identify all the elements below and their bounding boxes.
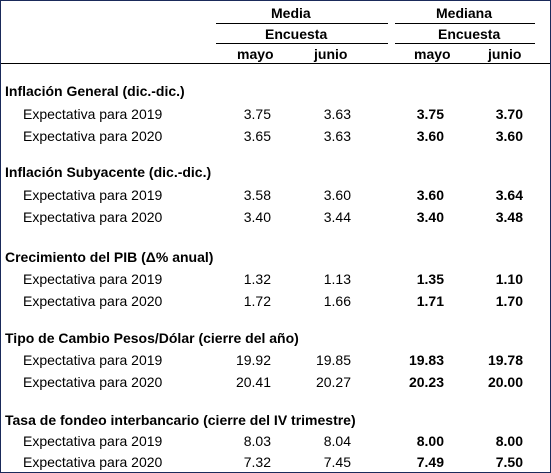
- header-mediana-mayo: mayo: [414, 46, 451, 62]
- media-mayo-value: 7.32: [243, 454, 271, 470]
- mediana-mayo-value: 3.60: [416, 128, 444, 144]
- media-junio-value: 3.63: [323, 106, 351, 122]
- header-encuesta-media-rule: [216, 43, 388, 44]
- mediana-mayo-value: 1.35: [416, 271, 444, 287]
- row-label: Expectativa para 2020: [23, 374, 163, 390]
- media-junio-value: 8.04: [323, 433, 351, 449]
- media-junio-value: 19.85: [315, 352, 351, 368]
- header-encuesta-mediana-rule: [395, 43, 535, 44]
- media-junio-value: 3.60: [323, 187, 351, 203]
- media-mayo-value: 3.75: [243, 106, 271, 122]
- header-media-junio: junio: [314, 46, 348, 62]
- row-label: Expectativa para 2020: [23, 454, 163, 470]
- mediana-junio-value: 1.10: [495, 271, 523, 287]
- media-mayo-value: 3.40: [243, 209, 271, 225]
- mediana-junio-value: 3.60: [495, 128, 523, 144]
- section-title: Crecimiento del PIB (Δ% anual): [5, 249, 214, 265]
- mediana-mayo-value: 20.23: [408, 374, 444, 390]
- media-mayo-value: 8.03: [243, 433, 271, 449]
- mediana-junio-value: 7.50: [495, 454, 523, 470]
- section-title: Inflación Subyacente (dic.-dic.): [5, 164, 212, 180]
- mediana-junio-value: 1.70: [495, 293, 523, 309]
- mediana-mayo-value: 1.71: [416, 293, 444, 309]
- mediana-junio-value: 8.00: [495, 433, 523, 449]
- mediana-mayo-value: 3.75: [416, 106, 444, 122]
- mediana-mayo-value: 19.83: [408, 352, 444, 368]
- header-media-rule: [216, 23, 388, 24]
- mediana-junio-value: 20.00: [487, 374, 523, 390]
- row-label: Expectativa para 2019: [23, 433, 163, 449]
- header-bottom-rule: [1, 63, 550, 64]
- media-mayo-value: 3.65: [243, 128, 271, 144]
- header-media-mayo: mayo: [237, 46, 274, 62]
- row-label: Expectativa para 2020: [23, 209, 163, 225]
- header-encuesta-mediana: Encuesta: [438, 26, 501, 42]
- mediana-mayo-value: 7.49: [416, 454, 444, 470]
- row-label: Expectativa para 2019: [23, 352, 163, 368]
- mediana-mayo-value: 8.00: [416, 433, 444, 449]
- header-encuesta-media: Encuesta: [265, 26, 328, 42]
- media-mayo-value: 1.72: [243, 293, 271, 309]
- header-mediana-rule: [395, 23, 535, 24]
- header-mediana-junio: junio: [488, 46, 522, 62]
- media-mayo-value: 3.58: [243, 187, 271, 203]
- media-junio-value: 3.63: [323, 128, 351, 144]
- media-mayo-value: 1.32: [243, 271, 271, 287]
- mediana-mayo-value: 3.40: [416, 209, 444, 225]
- media-junio-value: 7.45: [323, 454, 351, 470]
- row-label: Expectativa para 2019: [23, 271, 163, 287]
- section-title: Tasa de fondeo interbancario (cierre del…: [5, 412, 356, 428]
- section-title: Inflación General (dic.-dic.): [5, 83, 185, 99]
- row-label: Expectativa para 2019: [23, 106, 163, 122]
- media-mayo-value: 19.92: [235, 352, 271, 368]
- mediana-junio-value: 3.70: [495, 106, 523, 122]
- media-junio-value: 3.44: [323, 209, 351, 225]
- media-junio-value: 1.66: [323, 293, 351, 309]
- mediana-junio-value: 19.78: [487, 352, 523, 368]
- media-mayo-value: 20.41: [235, 374, 271, 390]
- section-title: Tipo de Cambio Pesos/Dólar (cierre del a…: [5, 330, 299, 346]
- row-label: Expectativa para 2019: [23, 187, 163, 203]
- media-junio-value: 20.27: [315, 374, 351, 390]
- mediana-mayo-value: 3.60: [416, 187, 444, 203]
- header-mediana: Mediana: [436, 5, 493, 21]
- row-label: Expectativa para 2020: [23, 128, 163, 144]
- media-junio-value: 1.13: [323, 271, 351, 287]
- mediana-junio-value: 3.48: [495, 209, 523, 225]
- header-media: Media: [271, 5, 311, 21]
- row-label: Expectativa para 2020: [23, 293, 163, 309]
- mediana-junio-value: 3.64: [495, 187, 523, 203]
